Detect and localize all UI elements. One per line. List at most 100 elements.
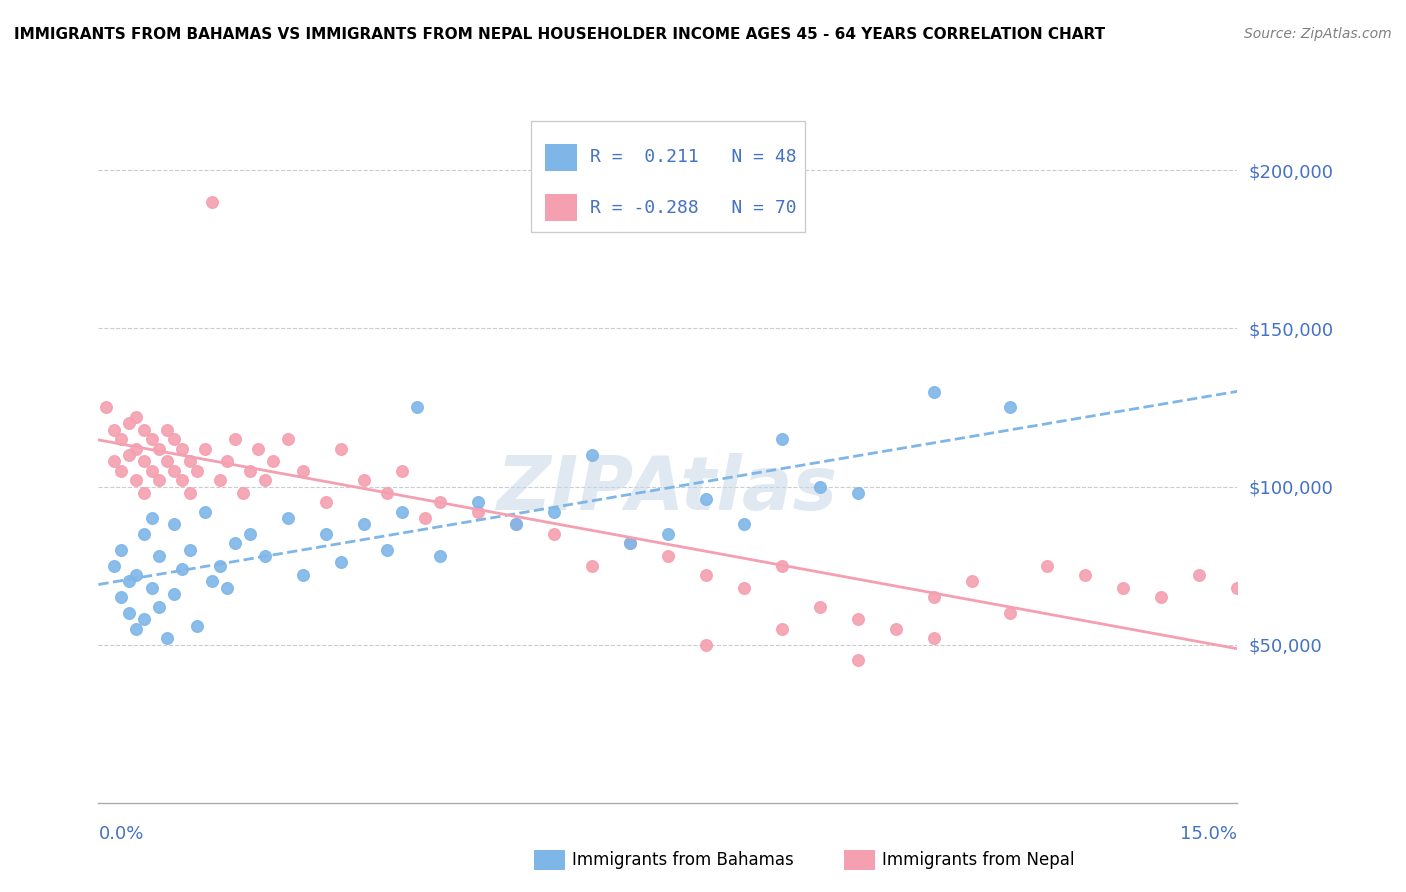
Point [118, 448, 141, 462]
Point [292, 568, 315, 582]
Point [543, 505, 565, 519]
Point [391, 505, 413, 519]
Point [581, 448, 603, 462]
FancyBboxPatch shape [546, 194, 576, 221]
Point [103, 558, 125, 573]
Point [148, 473, 170, 487]
Point [695, 638, 717, 652]
Point [141, 511, 163, 525]
Point [262, 454, 284, 468]
Text: Source: ZipAtlas.com: Source: ZipAtlas.com [1244, 27, 1392, 41]
Point [179, 454, 201, 468]
Point [292, 464, 315, 478]
Point [141, 464, 163, 478]
Point [170, 473, 193, 487]
Point [156, 423, 179, 437]
Point [884, 622, 907, 636]
Point [163, 587, 186, 601]
Point [846, 612, 869, 626]
FancyBboxPatch shape [546, 144, 576, 171]
Point [375, 486, 398, 500]
Point [277, 432, 299, 446]
Point [846, 486, 869, 500]
Point [846, 653, 869, 667]
Point [224, 432, 246, 446]
Point [125, 568, 148, 582]
Point [194, 442, 217, 456]
Point [118, 606, 141, 620]
Point [201, 194, 224, 209]
Point [429, 549, 451, 563]
Point [808, 479, 831, 493]
Point [118, 417, 141, 431]
Text: ZIPAtlas: ZIPAtlas [498, 453, 838, 526]
Point [125, 442, 148, 456]
Point [163, 464, 186, 478]
Point [1150, 591, 1173, 605]
Point [505, 517, 527, 532]
Point [186, 618, 208, 632]
Point [194, 505, 217, 519]
Point [224, 536, 246, 550]
Point [467, 505, 489, 519]
FancyBboxPatch shape [531, 121, 804, 232]
Point [110, 464, 132, 478]
Point [254, 549, 277, 563]
Point [163, 517, 186, 532]
Point [353, 517, 375, 532]
Point [695, 492, 717, 507]
Point [132, 423, 155, 437]
Point [179, 542, 201, 557]
Point [695, 568, 717, 582]
Point [201, 574, 224, 589]
Point [330, 442, 353, 456]
Point [208, 558, 231, 573]
Point [808, 599, 831, 614]
Text: IMMIGRANTS FROM BAHAMAS VS IMMIGRANTS FROM NEPAL HOUSEHOLDER INCOME AGES 45 - 64: IMMIGRANTS FROM BAHAMAS VS IMMIGRANTS FR… [14, 27, 1105, 42]
Point [657, 549, 679, 563]
Point [375, 542, 398, 557]
Point [156, 454, 179, 468]
Point [239, 527, 262, 541]
Point [170, 442, 193, 456]
Point [1036, 558, 1059, 573]
Point [733, 581, 755, 595]
Point [922, 591, 945, 605]
Point [619, 536, 641, 550]
Point [1074, 568, 1097, 582]
Point [733, 517, 755, 532]
Point [406, 401, 429, 415]
Point [110, 542, 132, 557]
Text: R = -0.288   N = 70: R = -0.288 N = 70 [591, 199, 797, 217]
Point [770, 558, 793, 573]
Point [254, 473, 277, 487]
Point [217, 454, 239, 468]
Point [163, 432, 186, 446]
Point [132, 527, 155, 541]
Text: Immigrants from Bahamas: Immigrants from Bahamas [572, 851, 794, 869]
Point [770, 432, 793, 446]
Point [505, 517, 527, 532]
Point [391, 464, 413, 478]
Point [170, 562, 193, 576]
Point [110, 432, 132, 446]
Point [922, 632, 945, 646]
Point [148, 599, 170, 614]
Point [179, 486, 201, 500]
Point [125, 409, 148, 424]
Point [998, 606, 1021, 620]
Point [132, 454, 155, 468]
Point [770, 622, 793, 636]
Point [118, 574, 141, 589]
Text: Immigrants from Nepal: Immigrants from Nepal [882, 851, 1074, 869]
Point [467, 495, 489, 509]
Point [208, 473, 231, 487]
Point [581, 558, 603, 573]
Point [125, 622, 148, 636]
Point [1226, 581, 1249, 595]
Point [239, 464, 262, 478]
Point [657, 527, 679, 541]
Point [353, 473, 375, 487]
Point [125, 473, 148, 487]
Point [132, 612, 155, 626]
